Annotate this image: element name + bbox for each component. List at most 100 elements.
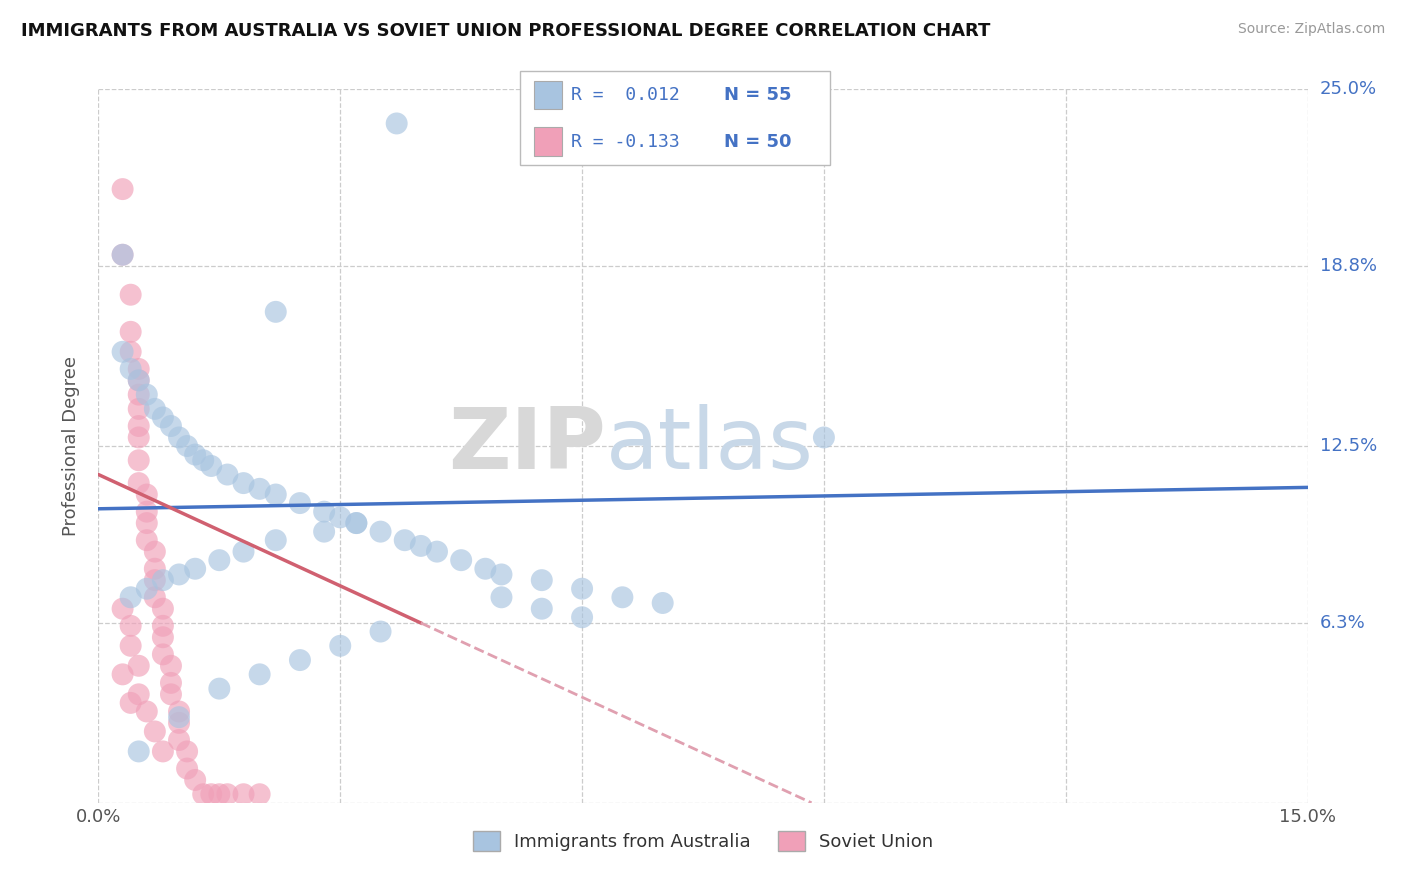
Point xyxy=(385,116,408,130)
Point xyxy=(152,744,174,758)
Point xyxy=(208,553,231,567)
Text: 12.5%: 12.5% xyxy=(1320,437,1376,455)
Point xyxy=(288,653,311,667)
Point xyxy=(111,344,134,359)
Point xyxy=(152,573,174,587)
Text: Source: ZipAtlas.com: Source: ZipAtlas.com xyxy=(1237,22,1385,37)
Point xyxy=(143,591,166,605)
Point xyxy=(450,553,472,567)
Point xyxy=(135,387,157,401)
Point xyxy=(184,772,207,787)
Point xyxy=(167,705,190,719)
Point xyxy=(152,410,174,425)
Point xyxy=(111,667,134,681)
Point xyxy=(120,696,142,710)
Point xyxy=(128,401,150,416)
Point xyxy=(167,733,190,747)
Point xyxy=(264,305,287,319)
Point xyxy=(128,387,150,401)
Point xyxy=(530,573,553,587)
Point xyxy=(143,544,166,558)
Point xyxy=(152,601,174,615)
Point xyxy=(160,676,183,690)
Point xyxy=(120,325,142,339)
Point xyxy=(370,524,392,539)
Point xyxy=(128,744,150,758)
Point xyxy=(160,419,183,434)
Legend: Immigrants from Australia, Soviet Union: Immigrants from Australia, Soviet Union xyxy=(465,823,941,858)
Point xyxy=(120,639,142,653)
Point xyxy=(288,496,311,510)
Point xyxy=(491,567,513,582)
Point xyxy=(530,601,553,615)
Text: N = 55: N = 55 xyxy=(724,86,792,103)
Text: 18.8%: 18.8% xyxy=(1320,257,1376,275)
Point xyxy=(111,601,134,615)
Point xyxy=(143,401,166,416)
Point xyxy=(167,567,190,582)
Point xyxy=(193,453,215,467)
Point xyxy=(167,430,190,444)
Text: 6.3%: 6.3% xyxy=(1320,614,1365,632)
Point xyxy=(249,482,271,496)
Point xyxy=(314,524,336,539)
Point xyxy=(128,430,150,444)
Point xyxy=(120,344,142,359)
Point xyxy=(651,596,673,610)
Point xyxy=(344,516,367,530)
Point xyxy=(329,510,352,524)
Point xyxy=(167,715,190,730)
Point xyxy=(370,624,392,639)
Text: ZIP: ZIP xyxy=(449,404,606,488)
Point xyxy=(120,287,142,301)
Point xyxy=(184,448,207,462)
Point xyxy=(128,658,150,673)
Text: R =  0.012: R = 0.012 xyxy=(571,86,679,103)
Point xyxy=(200,787,222,801)
Point xyxy=(135,487,157,501)
Point xyxy=(135,516,157,530)
Point xyxy=(143,724,166,739)
Point xyxy=(160,687,183,701)
Point xyxy=(111,248,134,262)
Point xyxy=(128,362,150,376)
Point xyxy=(120,362,142,376)
Point xyxy=(152,648,174,662)
Point xyxy=(111,182,134,196)
Point xyxy=(426,544,449,558)
Point xyxy=(217,787,239,801)
Point xyxy=(152,630,174,644)
Point xyxy=(612,591,634,605)
Point xyxy=(232,787,254,801)
Point xyxy=(208,681,231,696)
Text: R = -0.133: R = -0.133 xyxy=(571,133,679,151)
Point xyxy=(128,687,150,701)
Point xyxy=(813,430,835,444)
Point xyxy=(160,658,183,673)
Point xyxy=(111,248,134,262)
Point xyxy=(232,544,254,558)
Point xyxy=(167,710,190,724)
Point xyxy=(176,762,198,776)
Point xyxy=(344,516,367,530)
Point xyxy=(135,705,157,719)
Point xyxy=(264,487,287,501)
Point xyxy=(571,610,593,624)
Point xyxy=(143,562,166,576)
Point xyxy=(176,439,198,453)
Point xyxy=(120,591,142,605)
Point xyxy=(208,787,231,801)
Point xyxy=(120,619,142,633)
Point xyxy=(152,619,174,633)
Point xyxy=(217,467,239,482)
Text: atlas: atlas xyxy=(606,404,814,488)
Point xyxy=(329,639,352,653)
Point xyxy=(135,533,157,548)
Point xyxy=(249,667,271,681)
Point xyxy=(135,505,157,519)
Text: N = 50: N = 50 xyxy=(724,133,792,151)
Point xyxy=(193,787,215,801)
Y-axis label: Professional Degree: Professional Degree xyxy=(62,356,80,536)
Point xyxy=(135,582,157,596)
Point xyxy=(474,562,496,576)
